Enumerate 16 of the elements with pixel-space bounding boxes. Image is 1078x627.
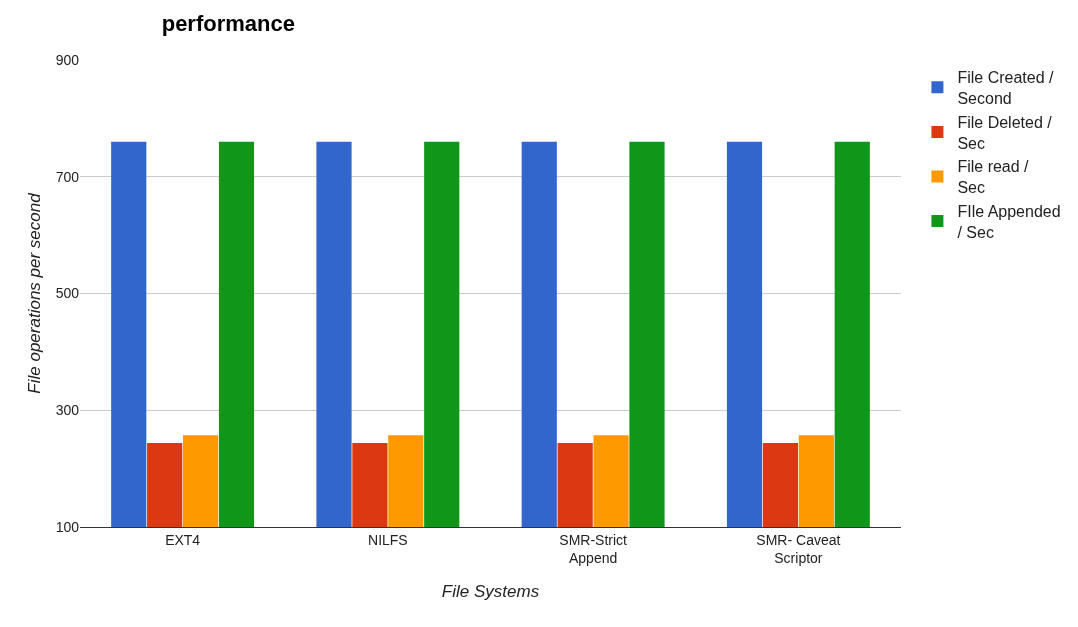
y-tick-label: 500	[55, 285, 80, 302]
y-tick-label: 300	[55, 402, 80, 419]
chart-title: performance	[161, 11, 295, 37]
x-axis-title: File Systems	[441, 582, 540, 602]
y-tick-label: 700	[55, 168, 80, 185]
y-tick-label: 100	[55, 518, 80, 535]
y-tick-label: 900	[55, 51, 80, 68]
x-tick-label: NILFS	[368, 531, 408, 548]
legend-label: FIle Appended / Sec	[957, 202, 1061, 241]
x-tick-label: SMR-Strict Append	[559, 531, 628, 566]
x-tick-label: SMR- Caveat Scriptor	[756, 531, 841, 566]
y-axis-title: File operations per second	[25, 192, 45, 394]
x-tick-label: EXT4	[165, 531, 201, 548]
legend-label: File read / Sec	[957, 158, 1030, 197]
legend-label: File Deleted / Sec	[957, 113, 1053, 152]
legend-label: File Created / Second	[957, 69, 1055, 107]
